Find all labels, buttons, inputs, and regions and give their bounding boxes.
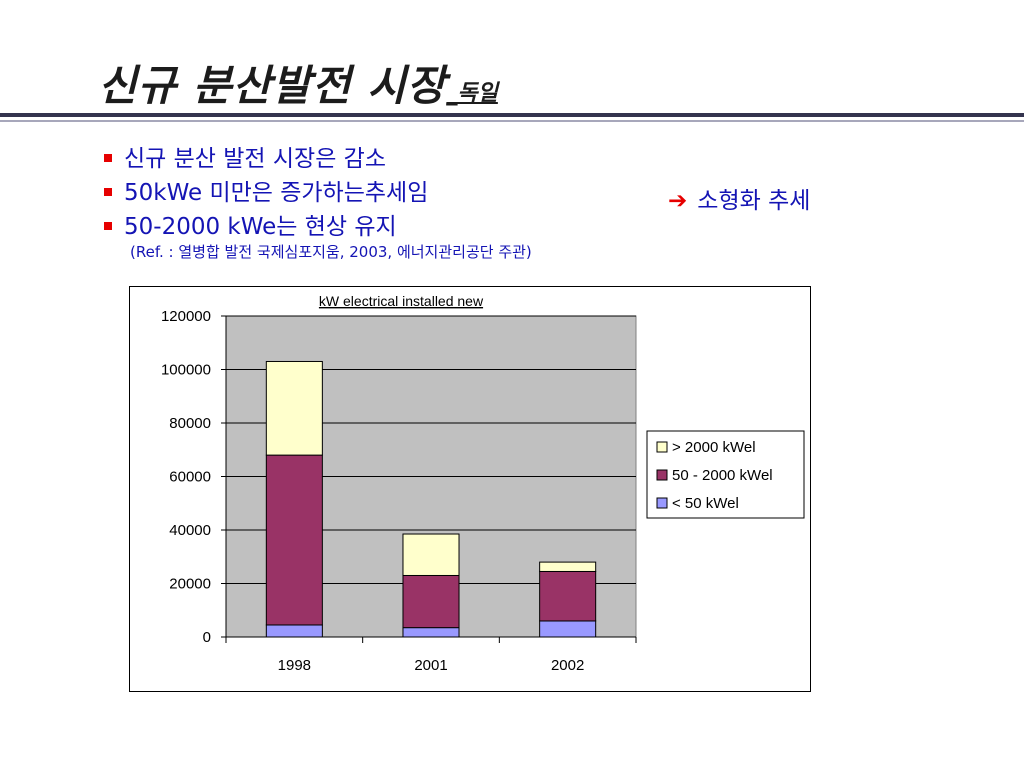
x-tick-label: 2001 — [414, 657, 447, 674]
bullet-item: 50kWe 미만은 증가하는추세임 — [104, 176, 428, 210]
legend-label: 50 - 2000 kWel — [672, 467, 773, 484]
y-tick-label: 20000 — [169, 576, 211, 593]
bar-segment — [539, 570, 597, 622]
title-divider — [0, 113, 1024, 117]
bullet-marker-icon — [104, 154, 112, 162]
legend-swatch — [656, 441, 668, 453]
y-tick-label: 60000 — [169, 469, 211, 486]
bar-segment — [402, 574, 460, 629]
legend-label: > 2000 kWel — [672, 439, 756, 456]
x-tick-label: 2002 — [551, 657, 584, 674]
bar-segment — [265, 454, 323, 626]
slide-title-main: 신규 분산발전 시장 — [98, 61, 447, 110]
bullet-text: 50-2000 kWe는 현상 유지 — [124, 214, 397, 240]
bullet-marker-icon — [104, 188, 112, 196]
bar-segment — [265, 624, 323, 638]
slide-title: 신규 분산발전 시장_독일 — [98, 52, 498, 113]
reference-note: (Ref. : 열병합 발전 국제심포지움, 2003, 에너지관리공단 주관) — [130, 243, 532, 261]
trend-note-text: 소형화 추세 — [697, 188, 811, 214]
bullet-list: 신규 분산 발전 시장은 감소 50kWe 미만은 증가하는추세임 50-200… — [104, 142, 428, 244]
y-tick-label: 80000 — [169, 415, 211, 432]
legend-swatch — [656, 497, 668, 509]
legend-label: < 50 kWel — [672, 495, 739, 512]
slide-title-suffix: _독일 — [446, 81, 498, 106]
bullet-text: 신규 분산 발전 시장은 감소 — [124, 146, 387, 172]
y-tick-label: 120000 — [161, 308, 211, 325]
bullet-item: 신규 분산 발전 시장은 감소 — [104, 142, 428, 176]
bar-segment — [402, 627, 460, 638]
trend-note: ➔ 소형화 추세 — [668, 181, 810, 215]
stacked-bar-chart: kW electrical installed new 0 20000 40000 60… — [161, 293, 805, 674]
bar-segment — [402, 533, 460, 576]
bullet-marker-icon — [104, 222, 112, 230]
chart-title: kW electrical installed new — [319, 293, 484, 309]
title-divider-thin — [0, 120, 1024, 122]
legend — [646, 430, 805, 519]
y-tick-label: 40000 — [169, 522, 211, 539]
bar-segment — [539, 561, 597, 572]
bullet-item: 50-2000 kWe는 현상 유지 — [104, 210, 428, 244]
y-tick-label: 0 — [203, 629, 211, 646]
arrow-right-icon: ➔ — [668, 188, 688, 214]
bar-segment — [539, 620, 597, 638]
chart-container: kW electrical installed new 0 20000 40000 60… — [129, 286, 811, 692]
bar-segment — [265, 360, 323, 456]
y-tick-label: 100000 — [161, 362, 211, 379]
bullet-text: 50kWe 미만은 증가하는추세임 — [124, 180, 429, 206]
legend-swatch — [656, 469, 668, 481]
x-tick-label: 1998 — [278, 657, 311, 674]
